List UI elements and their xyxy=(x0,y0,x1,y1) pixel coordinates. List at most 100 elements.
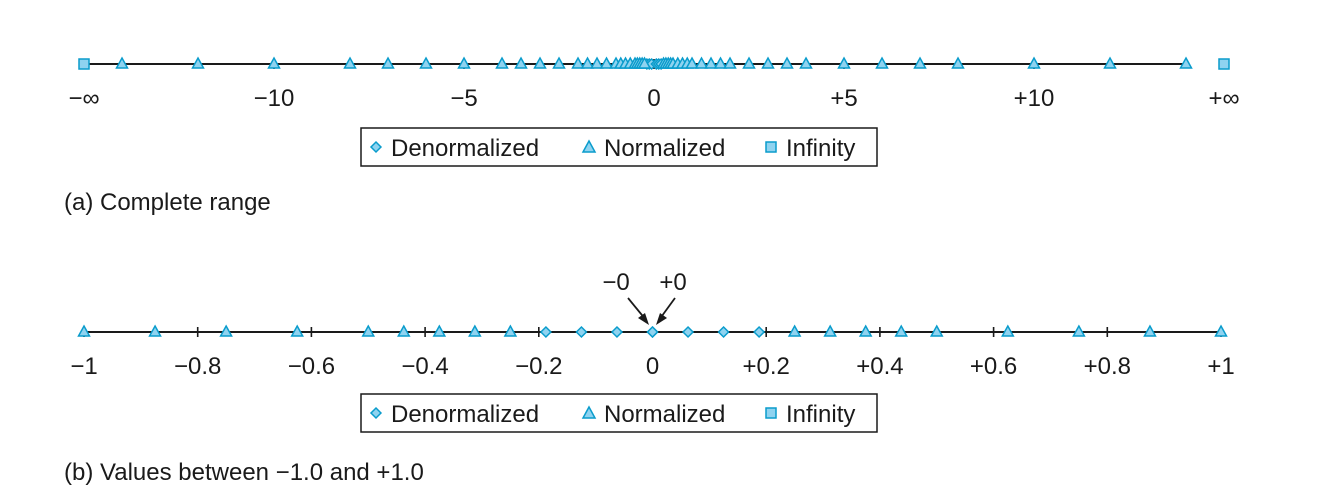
normalized-point xyxy=(1103,56,1117,69)
tick-label: 0 xyxy=(646,353,659,380)
normalized-point xyxy=(115,56,129,69)
caption-a: (a) Complete range xyxy=(64,189,271,216)
normalized-point xyxy=(495,56,509,69)
normalized-point xyxy=(787,324,802,337)
neg-zero-arrowhead xyxy=(638,313,649,325)
normalized-point xyxy=(191,56,205,69)
denormalized-point xyxy=(753,325,766,339)
infinity-square-icon xyxy=(765,141,777,153)
normalized-point xyxy=(503,324,518,337)
normalized-point xyxy=(913,56,927,69)
tick-label: −∞ xyxy=(68,85,99,112)
legend-label-normalized: Normalized xyxy=(604,135,725,162)
normalized-point xyxy=(761,56,775,69)
panel-unit-range: −1 −0.8 −0.6 −0.4 −0.2 0 +0.2 +0.4 +0.6 +0.8 +1 −0… xyxy=(64,269,1235,486)
legend-b: Denormalized Normalized Infinity xyxy=(360,393,878,433)
normalized-point xyxy=(742,56,756,69)
legend-label-denormalized: Denormalized xyxy=(391,401,539,428)
normalized-point xyxy=(77,324,91,337)
normalized-point xyxy=(837,56,851,69)
legend-box xyxy=(360,127,878,167)
normalized-point xyxy=(799,56,813,69)
markers-a xyxy=(78,56,1230,71)
normalized-point xyxy=(1143,324,1157,337)
normalized-point xyxy=(361,324,376,337)
pos-zero-arrowhead xyxy=(656,313,667,325)
normalized-point xyxy=(951,56,965,69)
legend-a: Denormalized Normalized Infinity xyxy=(360,127,878,167)
tick-label: +∞ xyxy=(1208,85,1239,112)
markers-b xyxy=(77,324,1228,339)
tick-label: −1 xyxy=(70,353,97,380)
normalized-point xyxy=(823,324,837,337)
normalized-point xyxy=(875,56,889,69)
normalized-point xyxy=(514,56,528,69)
normalized-point xyxy=(381,56,395,69)
legend-label-infinity: Infinity xyxy=(786,401,855,428)
normalized-point xyxy=(637,56,652,69)
neg-zero-annotation: −0 xyxy=(602,269,629,296)
normalized-point xyxy=(343,56,357,69)
tick-label: −0.6 xyxy=(288,353,335,380)
legend-label-denormalized: Denormalized xyxy=(391,135,539,162)
normalized-point xyxy=(1214,324,1228,337)
tick-labels-b: −1 −0.8 −0.6 −0.4 −0.2 0 +0.2 +0.4 +0.6 +0.8 +1 xyxy=(70,353,1234,380)
denormalized-diamond-icon xyxy=(369,406,383,420)
denormalized-point xyxy=(539,325,552,339)
normalized-point xyxy=(1001,324,1015,337)
normalized-point xyxy=(397,324,411,337)
tick-label: +0.8 xyxy=(1084,353,1131,380)
tick-label: −5 xyxy=(450,85,477,112)
tick-label: +1 xyxy=(1207,353,1234,380)
panel-complete-range: −∞ −10 −5 0 +5 +10 +∞ Denormalized Normalized … xyxy=(64,56,1240,216)
normalized-point xyxy=(590,56,604,69)
normalized-point xyxy=(432,324,447,337)
normalized-point xyxy=(685,56,699,69)
caption-b: (b) Values between −1.0 and +1.0 xyxy=(64,459,424,486)
pos-zero-annotation: +0 xyxy=(659,269,686,296)
denormalized-point xyxy=(575,325,588,339)
normalized-point xyxy=(599,56,614,69)
tick-label: +0.2 xyxy=(743,353,790,380)
normalized-point xyxy=(148,324,162,337)
normalized-point xyxy=(780,56,794,69)
normalized-point xyxy=(1027,56,1041,69)
infinity-point xyxy=(78,58,90,70)
tick-label: −0.4 xyxy=(401,353,448,380)
normalized-point xyxy=(894,324,908,337)
normalized-point xyxy=(858,324,873,337)
normalized-point xyxy=(267,56,281,69)
normalized-triangle-icon xyxy=(581,139,597,153)
denormalized-point xyxy=(717,325,730,339)
normalized-point xyxy=(533,56,547,69)
tick-label: +10 xyxy=(1014,85,1055,112)
denormalized-point xyxy=(610,325,624,339)
normalized-point xyxy=(468,324,482,337)
normalized-point xyxy=(713,56,728,69)
tick-label: −10 xyxy=(254,85,295,112)
normalized-point xyxy=(552,56,566,69)
legend-box xyxy=(360,393,878,433)
normalized-point xyxy=(929,324,944,337)
infinity-point xyxy=(1218,58,1230,70)
tick-label: +0.4 xyxy=(856,353,903,380)
denormalized-point xyxy=(646,325,659,339)
normalized-point xyxy=(704,56,718,69)
tick-label: −0.2 xyxy=(515,353,562,380)
tick-label: 0 xyxy=(647,85,660,112)
normalized-point xyxy=(694,56,709,69)
tick-label: +0.6 xyxy=(970,353,1017,380)
normalized-point xyxy=(290,324,304,337)
tick-label: +5 xyxy=(830,85,857,112)
denormalized-point xyxy=(681,325,695,339)
tick-label: −0.8 xyxy=(174,353,221,380)
normalized-triangle-icon xyxy=(581,405,597,419)
normalized-point xyxy=(580,56,595,69)
normalized-point xyxy=(419,56,433,69)
denormalized-diamond-icon xyxy=(369,140,383,154)
normalized-point xyxy=(219,324,233,337)
infinity-square-icon xyxy=(765,407,777,419)
normalized-point xyxy=(1072,324,1086,337)
legend-label-infinity: Infinity xyxy=(786,135,855,162)
